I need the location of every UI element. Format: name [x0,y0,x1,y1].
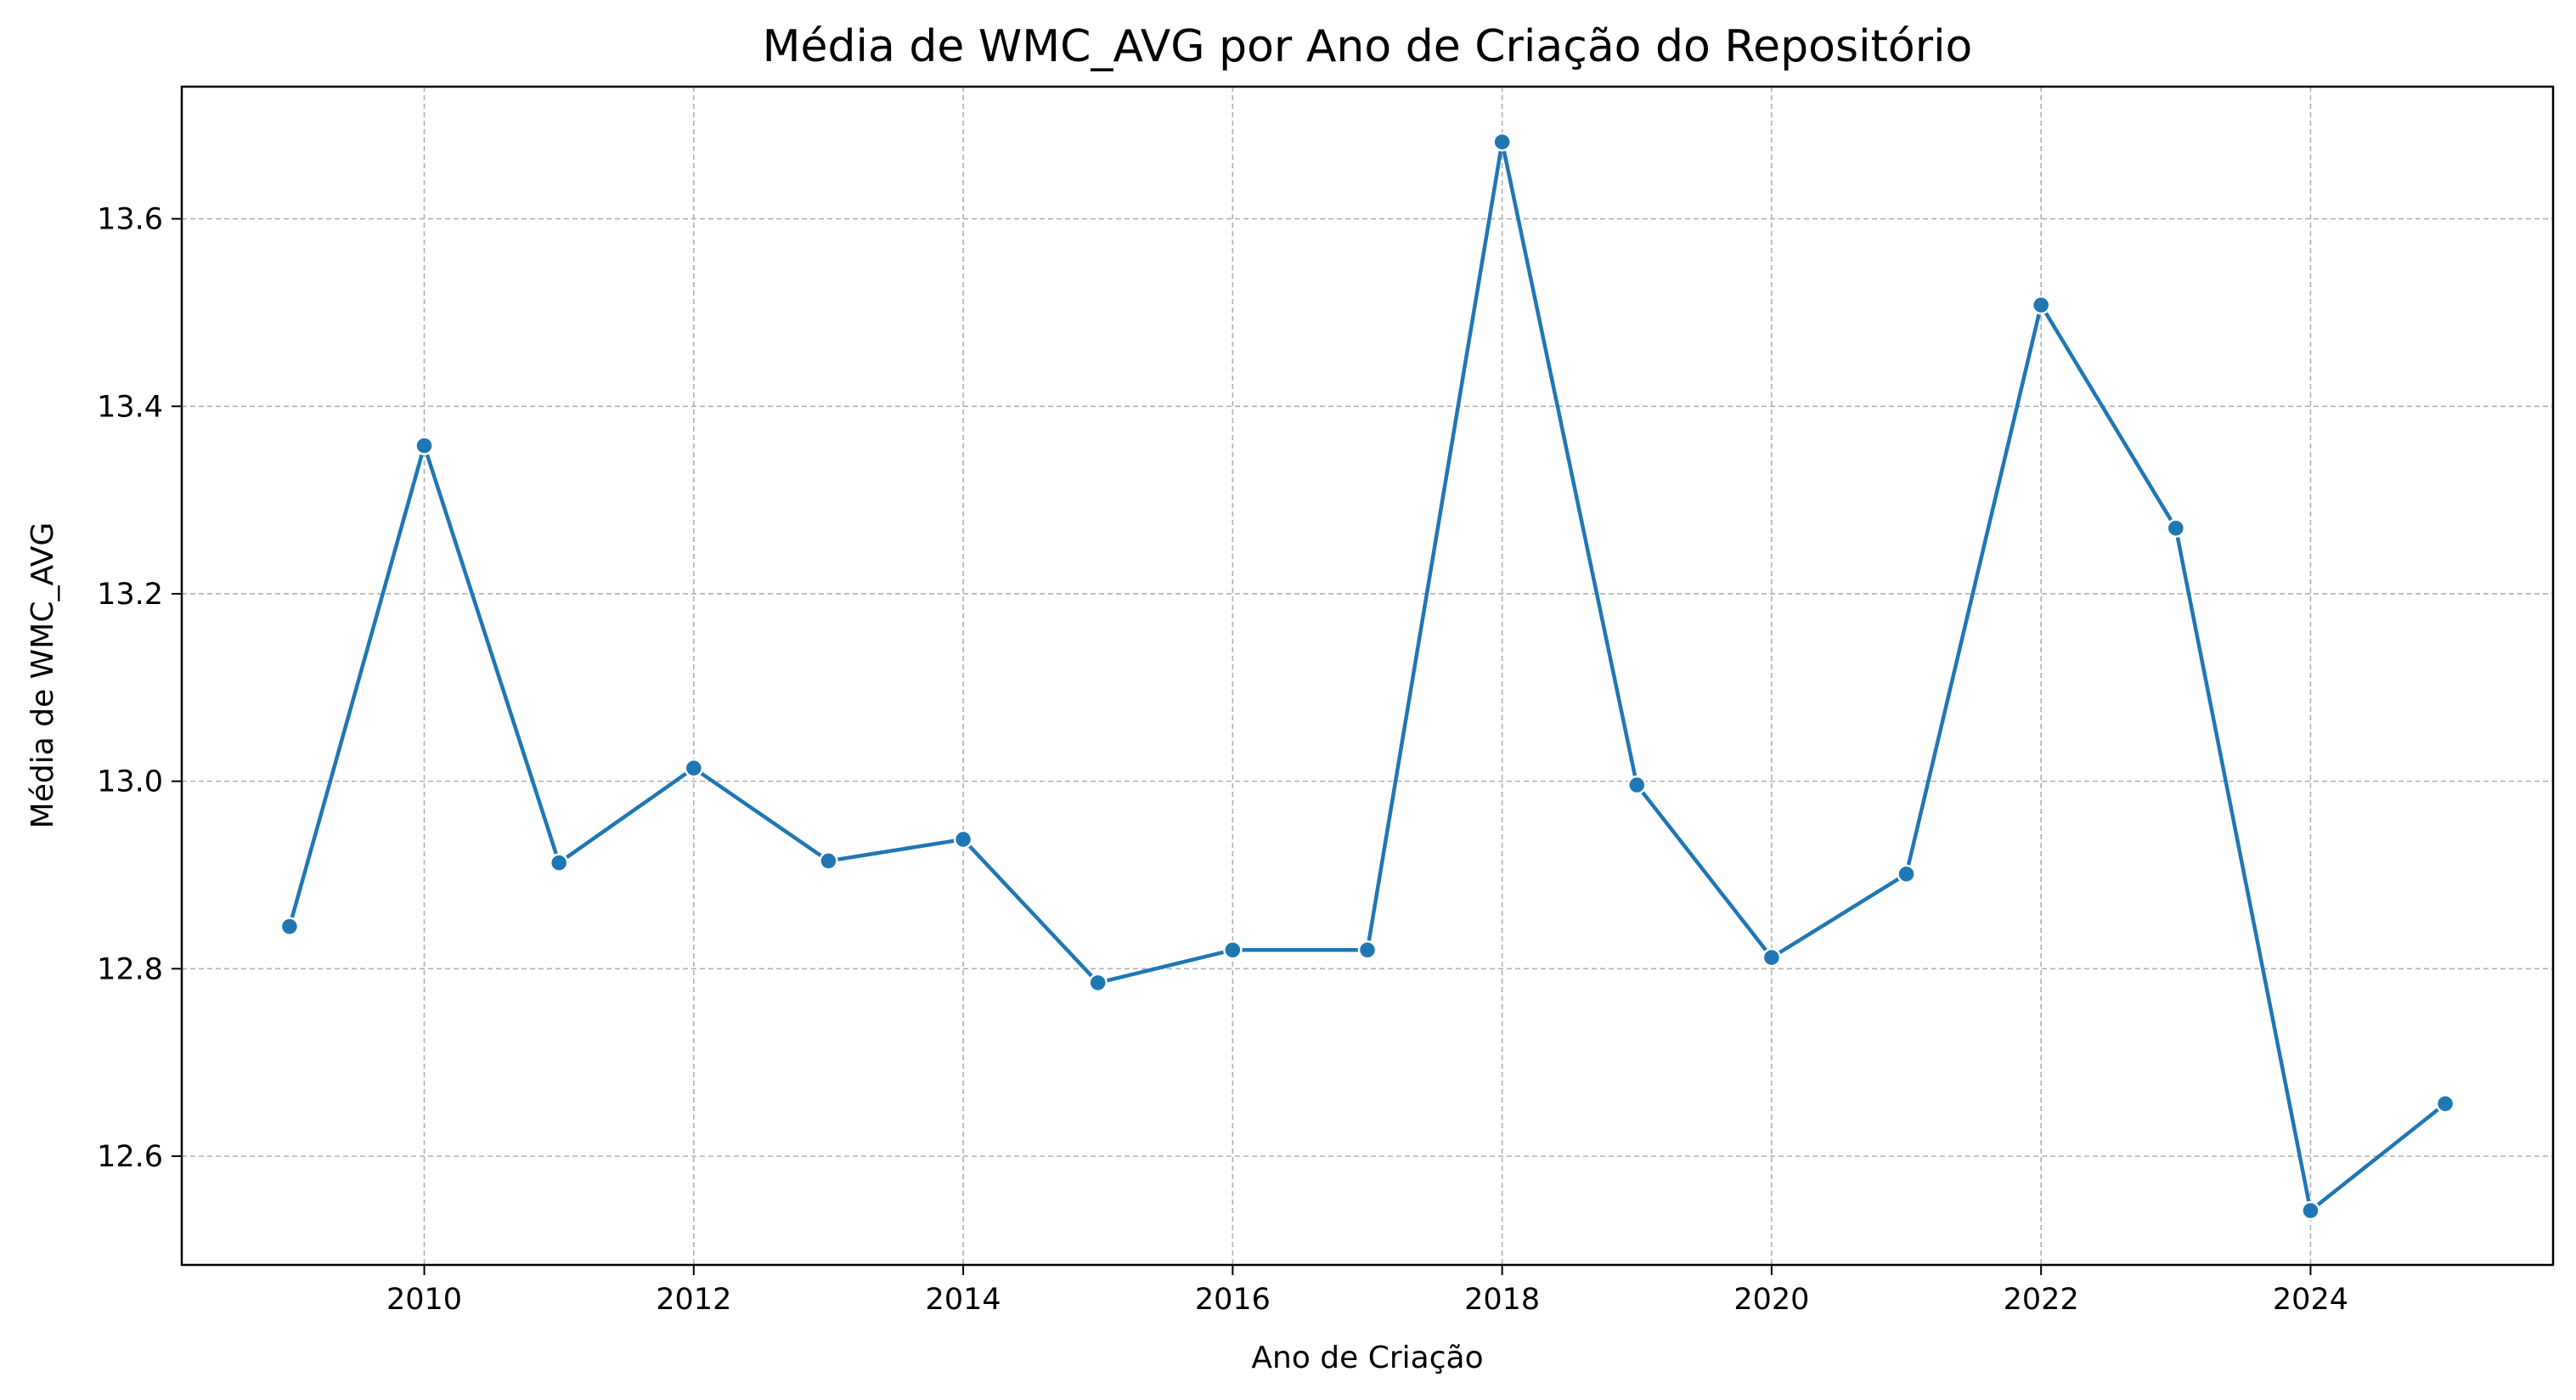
y-axis-ticks: 12.6 12.8 13.0 13.2 13.4 13.6 [97,203,182,1174]
x-tick-label: 2022 [2004,1283,2079,1317]
data-point [819,851,838,871]
y-tick-label: 13.0 [97,765,163,799]
data-point [1223,940,1243,960]
y-tick-label: 12.6 [97,1140,163,1174]
x-tick-label: 2020 [1733,1283,1809,1317]
x-tick-label: 2018 [1464,1283,1540,1317]
data-point [1492,132,1512,152]
data-point [684,758,704,778]
data-point [549,853,569,872]
data-point [1088,973,1108,993]
data-point [279,917,300,936]
plot-area-frame [180,85,2555,1267]
y-tick-label: 12.8 [97,952,163,986]
data-point [2301,1200,2320,1221]
data-point [1897,864,1916,884]
data-point [2435,1093,2455,1114]
y-tick-label: 13.4 [97,390,163,424]
y-axis-label: Média de WMC_AVG [25,522,60,829]
x-axis-ticks: 2010 2012 2014 2016 2018 2020 2022 2024 [386,1265,2348,1317]
x-tick-label: 2010 [386,1283,462,1317]
x-tick-label: 2024 [2273,1283,2348,1317]
data-point [414,436,434,455]
grid-lines [182,87,2553,1265]
data-point [2031,295,2051,315]
x-tick-label: 2014 [926,1283,1001,1317]
y-tick-label: 13.2 [97,578,163,612]
x-tick-label: 2016 [1195,1283,1271,1317]
data-point [1761,947,1782,968]
data-point [2166,518,2186,538]
x-axis-label: Ano de Criação [1251,1341,1483,1375]
y-tick-label: 13.6 [97,203,163,237]
chart-title: Média de WMC_AVG por Ano de Criação do R… [763,21,1973,72]
x-tick-label: 2012 [656,1283,731,1317]
data-point [1357,940,1378,960]
data-point [1627,775,1647,795]
data-points [279,132,2455,1221]
data-point [953,829,973,850]
